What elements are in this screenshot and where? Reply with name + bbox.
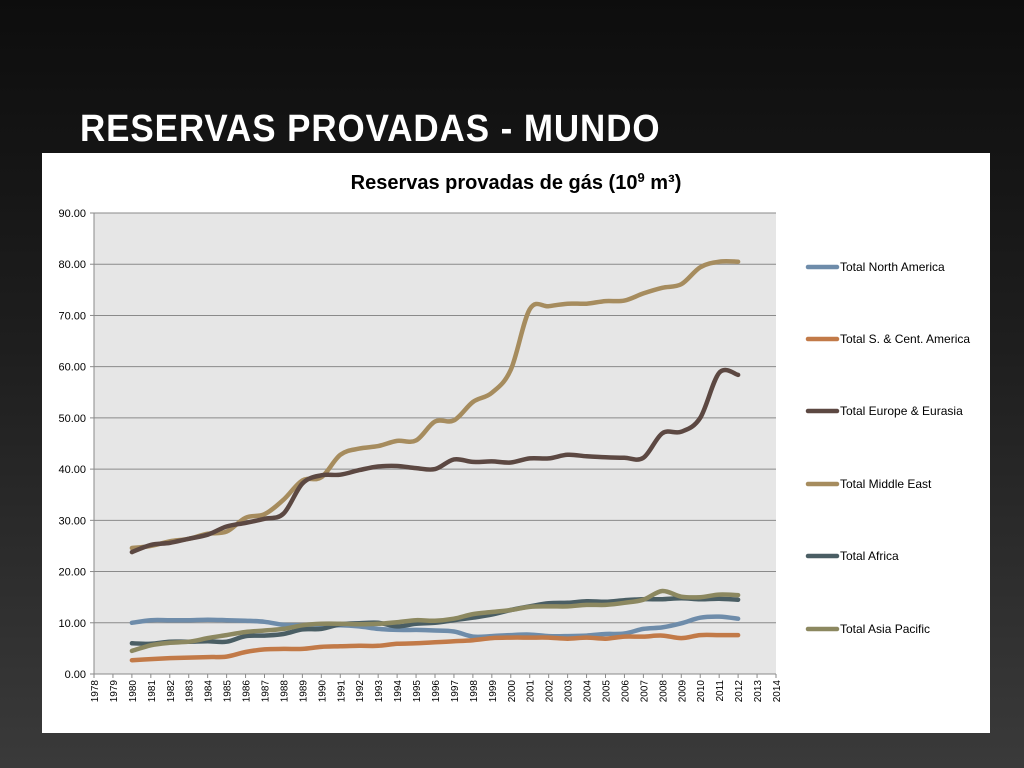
x-tick-label: 1979: [109, 680, 120, 703]
series-line-total-europe-eurasia: [129, 367, 741, 555]
chart-container: Reservas provadas de gás (109 m³) 0.00 10…: [42, 153, 990, 733]
chart-title: Reservas provadas de gás (109 m³): [351, 170, 682, 194]
y-tick-label: 40.00: [58, 464, 86, 476]
y-tick-label: 90.00: [58, 208, 86, 220]
x-tick-label: 1980: [128, 680, 139, 703]
chart-title-main: Reservas provadas de gás (10: [351, 172, 638, 194]
plot-area: 0.00 10.00 20.00 30.00 40.00 50.00 60.00 70.00 8…: [58, 208, 783, 702]
x-tick-label: 2001: [526, 680, 537, 703]
chart-title-suffix: m³): [645, 172, 682, 194]
y-tick-label: 50.00: [58, 413, 86, 425]
x-tick-label: 1992: [355, 680, 366, 703]
x-tick-label: 1997: [450, 680, 461, 703]
x-tick-label: 2002: [545, 680, 556, 703]
x-tick-label: 1984: [204, 680, 215, 703]
x-tick-label: 2006: [620, 680, 631, 703]
x-tick-label: 2008: [658, 680, 669, 703]
legend-label-total-s-cent-america: Total S. & Cent. America: [840, 332, 970, 346]
series-line-total-middle-east: [129, 259, 741, 551]
x-tick-label: 1987: [261, 680, 272, 703]
y-tick-label: 30.00: [58, 515, 86, 527]
x-tick-label: 1983: [185, 680, 196, 703]
y-tick-label: 0.00: [65, 669, 86, 681]
x-tick-label: 1986: [242, 680, 253, 703]
series-line-total-s-cent-america: [129, 632, 741, 663]
x-tick-label: 1981: [147, 680, 158, 703]
x-tick-label: 1993: [374, 680, 385, 703]
plot-background: [94, 213, 776, 674]
x-tick-label: 1985: [223, 680, 234, 703]
x-tick-label: 1991: [336, 680, 347, 703]
y-tick-label: 80.00: [58, 259, 86, 271]
x-tick-label: 2012: [734, 680, 745, 703]
y-tick-label: 20.00: [58, 567, 86, 579]
legend-label-total-north-america: Total North America: [840, 260, 945, 274]
line-chart: Reservas provadas de gás (109 m³) 0.00 10…: [58, 170, 970, 702]
x-tick-label: 2010: [696, 680, 707, 703]
series-line-total-north-america: [129, 614, 741, 640]
x-tick-label: 1999: [488, 680, 499, 703]
x-tick-label: 2003: [564, 680, 575, 703]
x-tick-label: 1990: [317, 680, 328, 703]
x-tick-label: 2013: [753, 680, 764, 703]
slide-title: RESERVAS PROVADAS - MUNDO: [80, 108, 661, 150]
chart-legend: Total North America Total S. & Cent. Amer…: [805, 260, 970, 636]
x-tick-label: 1982: [166, 680, 177, 703]
legend-label-total-middle-east: Total Middle East: [840, 477, 932, 491]
x-tick-label: 1996: [431, 680, 442, 703]
x-tick-label: 1994: [393, 680, 404, 703]
y-tick-label: 60.00: [58, 362, 86, 374]
x-tick-label: 1995: [412, 680, 423, 703]
series-line-total-asia-pacific: [129, 588, 741, 654]
y-tick-label: 70.00: [58, 310, 86, 322]
x-tick-label: 2005: [602, 680, 613, 703]
x-tick-label: 1988: [279, 680, 290, 703]
legend-label-total-africa: Total Africa: [840, 549, 899, 563]
x-tick-label: 2009: [677, 680, 688, 703]
x-tick-label: 2007: [639, 680, 650, 703]
x-tick-label: 1989: [298, 680, 309, 703]
legend-label-total-asia-pacific: Total Asia Pacific: [840, 622, 930, 636]
x-tick-label: 2011: [715, 680, 726, 702]
x-tick-label: 2014: [772, 680, 783, 703]
x-tick-label: 1998: [469, 680, 480, 703]
x-tick-label: 2004: [583, 680, 594, 703]
y-tick-label: 10.00: [58, 618, 86, 630]
x-tick-label: 1978: [90, 680, 101, 703]
chart-title-superscript: 9: [637, 170, 644, 185]
legend-label-total-europe-eurasia: Total Europe & Eurasia: [840, 404, 963, 418]
x-tick-label: 2000: [507, 680, 518, 703]
